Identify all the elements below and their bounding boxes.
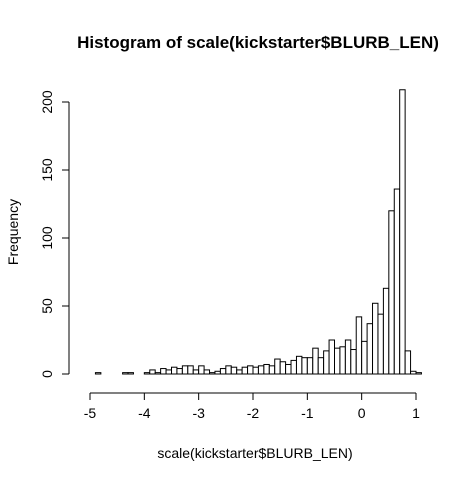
histogram-bar [415,372,422,375]
histogram-bar [377,313,384,375]
histogram-bar [149,369,156,375]
x-tick-label: -4 [138,405,151,421]
y-axis: 0 50 100 150 200 [39,90,70,378]
histogram-bar [366,323,374,375]
x-tick-label: 1 [412,405,420,421]
histogram-bar [285,363,292,375]
y-tick-label: 200 [39,90,55,114]
histogram-bar [127,372,134,375]
x-tick-label: 0 [358,405,366,421]
histogram-bar [160,368,167,375]
histogram-bar [295,355,303,375]
x-tick-label: -3 [192,405,205,421]
histogram-bar [372,302,379,375]
histogram-bar [334,347,341,375]
histogram-bar [181,365,189,375]
histogram-bar [241,366,249,375]
histogram-bar [317,357,325,375]
histogram-bar [225,365,232,375]
histogram-bar [350,349,357,375]
histogram-bar [274,358,281,375]
histogram-bar [388,210,395,375]
histogram-bar [382,287,390,375]
histogram-bar [257,365,265,375]
chart-title: Histogram of scale(kickstarter$BLURB_LEN… [77,33,439,52]
histogram-bar [247,365,254,375]
histogram-bar [344,339,352,375]
histogram-bar [410,370,417,375]
bars-group [94,89,422,375]
histogram-bar [393,188,401,375]
histogram-bar [290,359,297,375]
histogram-bar [279,361,287,375]
y-tick-label: 100 [39,226,55,250]
x-axis-label: scale(kickstarter$BLURB_LEN) [157,445,352,461]
histogram-bar [171,366,178,375]
histogram-bar [301,357,308,375]
x-tick-label: -5 [84,405,97,421]
histogram-bar [252,366,259,375]
histogram-bar [339,346,346,375]
histogram-bar [268,365,276,375]
y-axis-label: Frequency [5,199,21,265]
histogram-bar [263,363,270,375]
histogram-bar [323,350,330,375]
histogram-bar [236,369,243,375]
histogram-bar [230,366,238,375]
histogram-bar [404,350,412,375]
histogram-bar [312,347,319,375]
histogram-bar [306,357,314,375]
histogram-bar [399,89,406,375]
histogram-bar [198,365,205,375]
histogram-bar [192,369,200,375]
histogram-bar [154,372,162,375]
histogram-bar [361,340,368,375]
x-axis: -5 -4 -3 -2 -1 0 1 [84,392,420,421]
x-tick-label: -1 [301,405,314,421]
histogram-bar [143,372,151,375]
histogram-bar [355,316,363,375]
histogram-bar [94,372,102,375]
y-tick-label: 0 [39,370,55,378]
histogram-bar [176,368,183,375]
histogram-bar [165,369,173,375]
y-tick-label: 50 [39,298,55,314]
histogram-bar [203,369,211,375]
histogram-bar [214,370,221,375]
x-tick-label: -2 [247,405,260,421]
histogram-bar [328,339,336,375]
histogram-bar [122,372,129,375]
histogram-bar [209,372,216,375]
histogram-bar [219,368,227,375]
histogram-bar [187,365,194,375]
y-tick-label: 150 [39,158,55,182]
